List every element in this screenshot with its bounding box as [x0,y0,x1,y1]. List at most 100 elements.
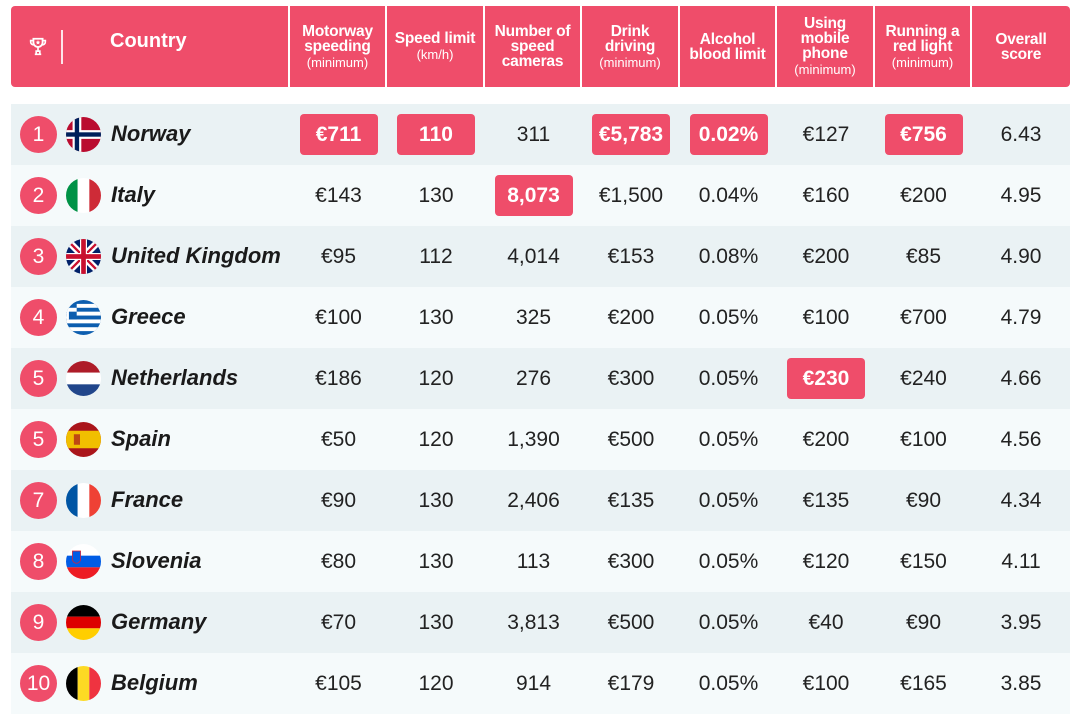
cell-speed-limit: 110 [387,104,485,165]
header-country-cell: Country [11,6,290,87]
cell-value: €100 [802,671,850,695]
header-label: Alcohol blood limit [689,30,766,63]
cell-value: €105 [315,671,362,695]
country-cell: 2 Italy [11,165,290,226]
cell-value: 4.34 [1000,488,1042,512]
cell-speed-limit: 130 [387,165,485,226]
table-row: 8 Slovenia €80 130 113 €300 0.05% €120 €150 4.11 [11,531,1070,592]
cell-speed-limit: 120 [387,409,485,470]
highlighted-value: 110 [397,114,475,155]
cell-value: 4.56 [1000,427,1042,451]
highlighted-value: €711 [299,114,378,155]
header-label: Motorway speeding [302,22,373,55]
highlighted-value: €756 [884,114,963,155]
norway-flag-icon [66,117,101,152]
cell-red-light: €165 [875,653,972,714]
cell-value: 3,813 [507,610,560,634]
header-label: Number of speed cameras [494,23,571,70]
highlighted-value: 8,073 [494,175,573,216]
cell-speed-limit: 120 [387,348,485,409]
cell-mobile-phone: €160 [777,165,875,226]
table-row: 1 Norway €711 110 311 €5,783 0.02% €127 €756 6.43 [11,104,1070,165]
cell-value: €100 [900,427,947,451]
cell-alcohol-limit: 0.05% [680,348,777,409]
cell-red-light: €90 [875,592,972,653]
cell-value: 0.05% [698,366,759,390]
cell-value: 4.11 [1001,549,1041,573]
cell-value: €160 [802,183,850,207]
cell-mobile-phone: €135 [777,470,875,531]
cell-value: €100 [315,305,362,329]
cell-value: €300 [607,366,655,390]
cell-drink-driving: €5,783 [582,104,680,165]
rank-badge: 4 [20,299,57,336]
trophy-icon [29,37,47,56]
cell-alcohol-limit: 0.05% [680,653,777,714]
cell-drink-driving: €1,500 [582,165,680,226]
cell-speed-cameras: 914 [485,653,582,714]
cell-value: €300 [607,549,655,573]
cell-drink-driving: €179 [582,653,680,714]
cell-motorway-speeding: €105 [290,653,387,714]
table-row: 10 Belgium €105 120 914 €179 0.05% €100 €165 3.85 [11,653,1070,714]
cell-value: 4,014 [507,244,560,268]
cell-value: 3.85 [1000,671,1042,695]
cell-mobile-phone: €40 [777,592,875,653]
cell-value: 113 [516,549,551,573]
cell-value: €70 [320,610,357,634]
cell-value: 0.05% [698,488,759,512]
cell-value: €90 [320,488,357,512]
cell-value: €153 [607,244,655,268]
cell-value: €200 [802,427,850,451]
cell-motorway-speeding: €95 [290,226,387,287]
cell-red-light: €90 [875,470,972,531]
cell-mobile-phone: €100 [777,653,875,714]
cell-value: €200 [607,305,655,329]
cell-value: €100 [802,305,850,329]
table-header: Country Motorway speeding (minimum) Spee… [11,6,1070,87]
cell-red-light: €200 [875,165,972,226]
cell-red-light: €700 [875,287,972,348]
greece-flag-icon [66,300,101,335]
spain-flag-icon [66,422,101,457]
cell-mobile-phone: €100 [777,287,875,348]
cell-overall-score: 3.85 [972,653,1070,714]
cell-value: €165 [900,671,947,695]
cell-speed-limit: 130 [387,531,485,592]
cell-value: €240 [900,366,947,390]
country-cell: 8 Slovenia [11,531,290,592]
country-cell: 7 France [11,470,290,531]
cell-value: 0.05% [698,610,759,634]
cell-value: €120 [802,549,850,573]
country-name: Spain [111,426,171,451]
cell-motorway-speeding: €90 [290,470,387,531]
country-name: Norway [111,121,191,146]
country-cell: 9 Germany [11,592,290,653]
cell-speed-limit: 130 [387,470,485,531]
rank-badge: 1 [20,116,57,153]
cell-speed-cameras: 311 [485,104,582,165]
rank-badge: 9 [20,604,57,641]
cell-value: €127 [802,122,850,146]
header-sublabel: (minimum) [599,54,661,70]
cell-mobile-phone: €200 [777,409,875,470]
country-name: Netherlands [111,365,239,390]
country-name: United Kingdom [111,243,281,268]
cell-motorway-speeding: €50 [290,409,387,470]
cell-overall-score: 6.43 [972,104,1070,165]
cell-mobile-phone: €120 [777,531,875,592]
header-col-drink-driving: Drink driving (minimum) [582,6,680,87]
country-cell: 5 Netherlands [11,348,290,409]
header-label: Running a red light [885,22,960,55]
cell-value: 0.05% [698,427,759,451]
header-sublabel: (km/h) [416,47,454,62]
country-cell: 10 Belgium [11,653,290,714]
country-name: France [111,487,184,512]
cell-value: 130 [418,488,454,512]
cell-speed-cameras: 2,406 [485,470,582,531]
cell-mobile-phone: €127 [777,104,875,165]
header-col-motorway-speeding: Motorway speeding (minimum) [290,6,387,87]
cell-value: 914 [515,671,552,695]
country-name: Belgium [111,670,198,695]
rank-badge: 10 [20,665,57,702]
